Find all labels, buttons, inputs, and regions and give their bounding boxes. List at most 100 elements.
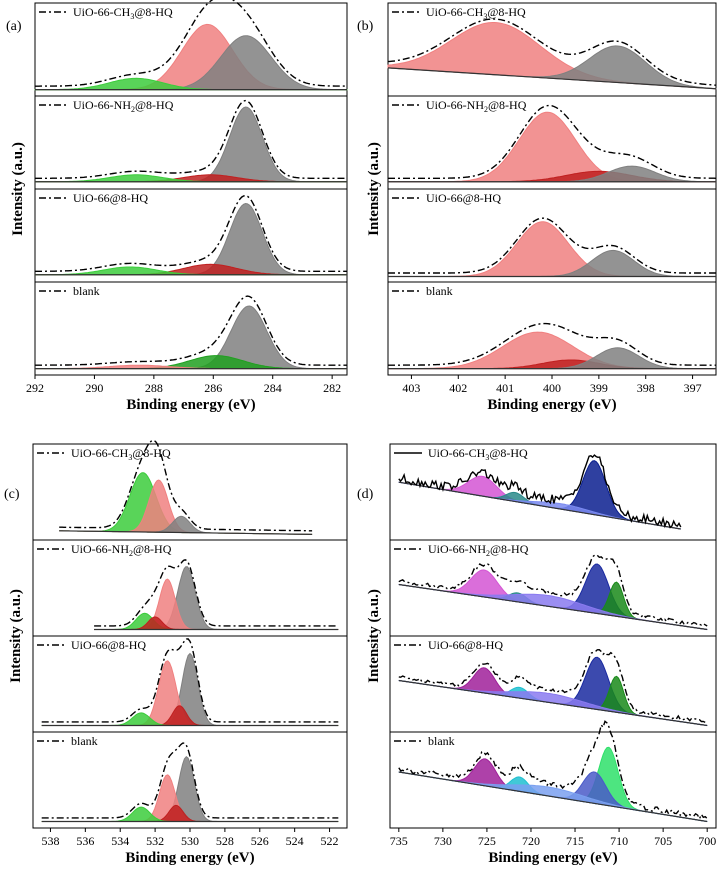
subplot-1: UiO-66-CH3@8-HQ [32, 439, 348, 541]
envelope-line [41, 638, 339, 723]
envelope-line [398, 720, 708, 821]
x-tick-label: 532 [146, 834, 164, 848]
envelope-line [387, 18, 717, 86]
subplot-2: UiO-66-NH2@8-HQ [389, 539, 717, 637]
legend-label: UiO-66@8-HQ [73, 191, 148, 205]
legend-label-post: @8-HQ [488, 98, 527, 112]
x-tick-label: 700 [698, 834, 716, 848]
peak-component-1 [388, 221, 716, 277]
subplot-2: UiO-66-NH2@8-HQ [32, 539, 348, 637]
subplot-3: UiO-66@8-HQ [387, 188, 717, 283]
legend-label: blank [73, 284, 100, 298]
peak-component-1 [34, 23, 348, 91]
x-tick-label: 536 [76, 834, 94, 848]
legend-label: UiO-66-NH2@8-HQ [73, 98, 174, 114]
legend-label-sub: 3 [128, 453, 132, 462]
subplot-frame [34, 281, 348, 376]
subplot-3: UiO-66@8-HQ [32, 635, 348, 733]
legend-label-pre: UiO-66-NH [426, 98, 484, 112]
baseline-line [398, 583, 708, 631]
legend-label: UiO-66-CH3@8-HQ [428, 446, 528, 462]
x-axis-label: Binding energy (eV) [487, 397, 616, 413]
x-axis-label: Binding energy (eV) [488, 850, 617, 866]
peak-component-2 [94, 578, 339, 630]
legend-label-post: @8-HQ [134, 5, 173, 19]
envelope-line [41, 742, 339, 819]
subplot-1: UiO-66-CH3@8-HQ [389, 443, 717, 541]
baseline-line [387, 67, 717, 90]
legend-label-post: @8-HQ [489, 446, 528, 460]
envelope-line [388, 217, 716, 274]
legend-label-pre: UiO-66-NH [73, 98, 131, 112]
legend-label: UiO-66-CH3@8-HQ [73, 5, 173, 21]
x-tick-label: 526 [251, 834, 269, 848]
subplot-4: blank [32, 731, 348, 829]
legend-label-pre: UiO-66-NH [428, 542, 486, 556]
legend-label: blank [426, 284, 453, 298]
x-tick-label: 400 [543, 381, 561, 395]
panel-label: (d) [357, 487, 374, 502]
baseline-line [398, 771, 708, 823]
legend-label-sub: 3 [485, 453, 489, 462]
x-tick-label: 534 [111, 834, 129, 848]
envelope-line [398, 648, 708, 724]
envelope-line [388, 322, 716, 366]
subplot-frame [389, 731, 717, 829]
subplot-4: blank [389, 720, 717, 829]
subplot-4: blank [34, 281, 348, 376]
legend-label: UiO-66@8-HQ [426, 191, 501, 205]
panel-d: UiO-66-CH3@8-HQUiO-66-NH2@8-HQUiO-66@8-H… [357, 443, 717, 866]
x-tick-label: 402 [449, 381, 467, 395]
x-tick-label: 725 [478, 834, 496, 848]
y-axis-label: Intensity (a.u.) [366, 589, 382, 683]
x-tick-label: 403 [402, 381, 420, 395]
y-axis-label: Intensity (a.u.) [10, 142, 26, 236]
legend-label: UiO-66@8-HQ [428, 638, 503, 652]
legend-label-pre: UiO-66-CH [71, 446, 129, 460]
baseline-line [398, 679, 708, 727]
peak-component-3 [94, 612, 339, 630]
legend-label: blank [428, 734, 455, 748]
x-tick-label: 524 [286, 834, 304, 848]
legend-label-post: @8-HQ [133, 542, 172, 556]
subplot-1: UiO-66-CH3@8-HQ [387, 2, 717, 97]
x-tick-label: 288 [145, 381, 163, 395]
envelope-line [94, 559, 339, 627]
panel-c: UiO-66-CH3@8-HQUiO-66-NH2@8-HQUiO-66@8-H… [4, 439, 348, 866]
envelope-line [398, 554, 708, 627]
legend-label: UiO-66-CH3@8-HQ [71, 446, 171, 462]
peak-component-1 [94, 566, 339, 630]
legend-label-sub: 2 [484, 105, 488, 114]
x-tick-label: 715 [566, 834, 584, 848]
peak-component-1 [35, 202, 347, 276]
y-axis-label: Intensity (a.u.) [8, 589, 24, 683]
x-tick-label: 286 [204, 381, 222, 395]
subplot-2: UiO-66-NH2@8-HQ [34, 95, 348, 190]
peak-component-1 [398, 746, 708, 822]
legend-label: UiO-66@8-HQ [71, 638, 146, 652]
x-tick-label: 290 [85, 381, 103, 395]
legend-label-pre: UiO-66-CH [73, 5, 131, 19]
subplot-3: UiO-66@8-HQ [389, 635, 717, 733]
envelope-line [35, 194, 347, 272]
envelope-line [59, 439, 313, 532]
x-tick-label: 530 [181, 834, 199, 848]
legend-label-sub: 2 [131, 105, 135, 114]
x-tick-label: 528 [216, 834, 234, 848]
y-axis-label: Intensity (a.u.) [366, 142, 382, 236]
legend-label: UiO-66-NH2@8-HQ [426, 98, 527, 114]
peak-component-1 [41, 652, 339, 726]
legend-label-sub: 3 [483, 12, 487, 21]
envelope-line [398, 454, 682, 529]
legend-label: UiO-66-NH2@8-HQ [71, 542, 172, 558]
peak-component-1 [35, 106, 347, 183]
x-tick-label: 730 [434, 834, 452, 848]
x-tick-label: 284 [264, 381, 282, 395]
legend-label-pre: UiO-66-NH [71, 542, 129, 556]
x-tick-label: 401 [496, 381, 514, 395]
peak-component-1 [41, 756, 339, 822]
peak-component-1 [35, 305, 347, 370]
legend-label-sub: 2 [486, 549, 490, 558]
legend-label-post: @8-HQ [490, 542, 529, 556]
x-tick-label: 398 [637, 381, 655, 395]
